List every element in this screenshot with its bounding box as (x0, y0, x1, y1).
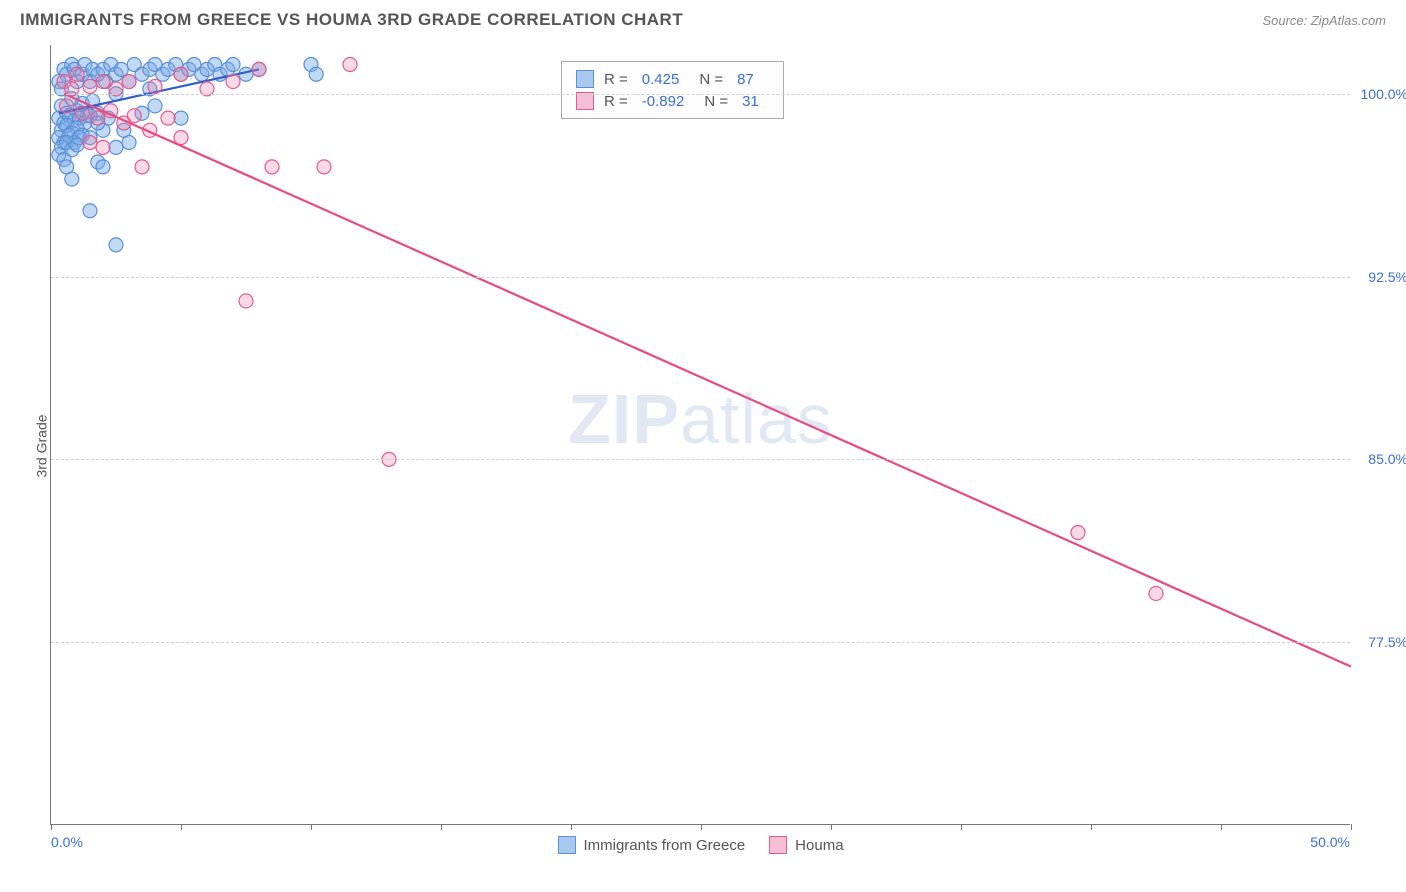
data-point (75, 106, 89, 120)
r-value-2: -0.892 (642, 93, 685, 110)
regression-line (64, 94, 1351, 667)
x-tick (1221, 824, 1222, 830)
data-point (70, 138, 84, 152)
x-tick (1351, 824, 1352, 830)
y-tick-label: 92.5% (1368, 269, 1406, 285)
data-point (174, 111, 188, 125)
x-min-label: 0.0% (51, 834, 83, 850)
chart-title: IMMIGRANTS FROM GREECE VS HOUMA 3RD GRAD… (20, 10, 683, 30)
y-tick-label: 100.0% (1361, 86, 1406, 102)
correlation-legend: R = 0.425 N = 87 R = -0.892 N = 31 (561, 61, 784, 119)
gridline (51, 642, 1350, 643)
data-point (60, 99, 74, 113)
data-point (252, 62, 266, 76)
swatch-series1 (576, 70, 594, 88)
data-point (70, 67, 84, 81)
data-point (226, 75, 240, 89)
legend-item-series1: Immigrants from Greece (557, 836, 745, 854)
data-point (343, 58, 357, 72)
data-point (309, 67, 323, 81)
x-tick (701, 824, 702, 830)
swatch-series2-bottom (769, 836, 787, 854)
data-point (1149, 586, 1163, 600)
data-point (109, 140, 123, 154)
n-label: N = (704, 93, 728, 110)
x-tick (1091, 824, 1092, 830)
legend-item-series2: Houma (769, 836, 843, 854)
data-point (91, 111, 105, 125)
series2-name: Houma (795, 837, 843, 854)
r-label: R = (604, 93, 628, 110)
data-point (109, 238, 123, 252)
series1-name: Immigrants from Greece (583, 837, 745, 854)
x-tick (831, 824, 832, 830)
data-point (239, 294, 253, 308)
data-point (122, 75, 136, 89)
r-value-1: 0.425 (642, 71, 680, 88)
data-point (317, 160, 331, 174)
gridline (51, 94, 1350, 95)
data-point (265, 160, 279, 174)
data-point (127, 109, 141, 123)
x-tick (181, 824, 182, 830)
x-tick (51, 824, 52, 830)
data-point (96, 140, 110, 154)
data-point (226, 58, 240, 72)
data-point (114, 62, 128, 76)
x-tick (441, 824, 442, 830)
data-point (96, 160, 110, 174)
y-tick-label: 85.0% (1368, 451, 1406, 467)
data-point (83, 204, 97, 218)
data-point (174, 67, 188, 81)
x-max-label: 50.0% (1310, 834, 1350, 850)
x-tick (311, 824, 312, 830)
gridline (51, 459, 1350, 460)
n-label: N = (699, 71, 723, 88)
data-point (148, 79, 162, 93)
gridline (51, 277, 1350, 278)
legend-row-series1: R = 0.425 N = 87 (576, 68, 769, 90)
source-label: Source: ZipAtlas.com (1262, 13, 1386, 28)
data-point (83, 79, 97, 93)
data-point (1071, 526, 1085, 540)
y-axis-label: 3rd Grade (34, 414, 50, 477)
data-point (161, 111, 175, 125)
x-tick (961, 824, 962, 830)
bottom-legend: Immigrants from Greece Houma (557, 836, 843, 854)
n-value-2: 31 (742, 93, 759, 110)
x-tick (571, 824, 572, 830)
n-value-1: 87 (737, 71, 754, 88)
chart-plot-area: ZIPatlas R = 0.425 N = 87 R = -0.892 N =… (50, 45, 1350, 825)
scatter-svg (51, 45, 1351, 825)
data-point (65, 172, 79, 186)
data-point (83, 136, 97, 150)
data-point (96, 75, 110, 89)
swatch-series1-bottom (557, 836, 575, 854)
data-point (135, 160, 149, 174)
y-tick-label: 77.5% (1368, 634, 1406, 650)
r-label: R = (604, 71, 628, 88)
data-point (148, 99, 162, 113)
